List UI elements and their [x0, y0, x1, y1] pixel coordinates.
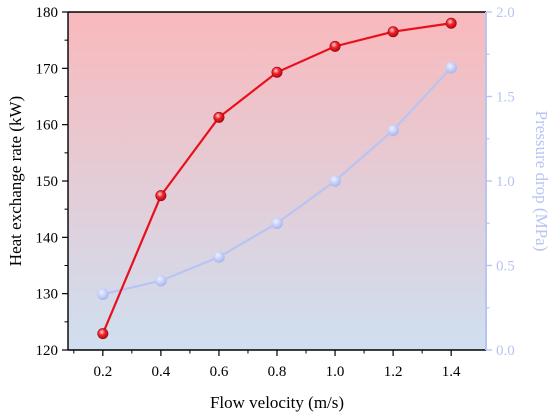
- pressure-drop-point-6: [445, 61, 457, 74]
- heat-exchange-point-0: [97, 328, 109, 340]
- heat-exchange-point-1: [155, 190, 167, 202]
- pressure-drop-point-3: [271, 217, 283, 230]
- left-y-tick-label: 140: [36, 230, 59, 246]
- heat-exchange-point-6: [445, 17, 457, 29]
- left-y-tick-label: 170: [36, 61, 59, 77]
- plot-background: [68, 12, 486, 350]
- x-tick-label: 1.2: [384, 364, 403, 380]
- left-y-tick-label: 130: [36, 287, 59, 303]
- x-tick-label: 1.4: [442, 364, 461, 380]
- x-tick-label: 0.2: [93, 364, 112, 380]
- left-y-tick-label: 180: [36, 5, 59, 21]
- pressure-drop-point-4: [329, 175, 341, 187]
- x-axis-title: Flow velocity (m/s): [210, 393, 344, 412]
- series-layer: [97, 17, 457, 340]
- left-y-tick-label: 150: [36, 174, 59, 190]
- right-y-tick-label: 0.5: [496, 259, 515, 275]
- pressure-drop-point-1: [155, 274, 167, 287]
- x-tick-label: 0.6: [210, 364, 229, 380]
- axes-layer: 0.2 0.4 0.6 0.8 1.0 1.2 1.4 120 130 140 150 160 170 1…: [36, 5, 515, 380]
- heat-exchange-point-4: [329, 40, 341, 52]
- x-tick-label: 0.4: [152, 364, 171, 380]
- heat-exchange-point-5: [387, 26, 399, 38]
- right-y-tick-label: 0.0: [496, 343, 515, 359]
- right-y-axis-title: Pressure drop (MPa): [532, 111, 550, 252]
- pressure-drop-point-2: [213, 251, 225, 263]
- heat-exchange-point-2: [213, 111, 225, 123]
- x-tick-label: 0.8: [268, 364, 287, 380]
- left-y-tick-label: 120: [36, 343, 59, 359]
- right-y-tick-label: 1.5: [496, 90, 515, 106]
- left-y-tick-label: 160: [36, 118, 59, 134]
- left-y-axis-title: Heat exchange rate (kW): [6, 96, 25, 266]
- pressure-drop-point-5: [387, 124, 399, 137]
- x-tick-label: 1.0: [326, 364, 345, 380]
- pressure-drop-point-0: [97, 288, 109, 301]
- right-y-tick-label: 2.0: [496, 5, 515, 21]
- heat-exchange-point-3: [271, 66, 283, 78]
- right-y-tick-label: 1.0: [496, 174, 515, 190]
